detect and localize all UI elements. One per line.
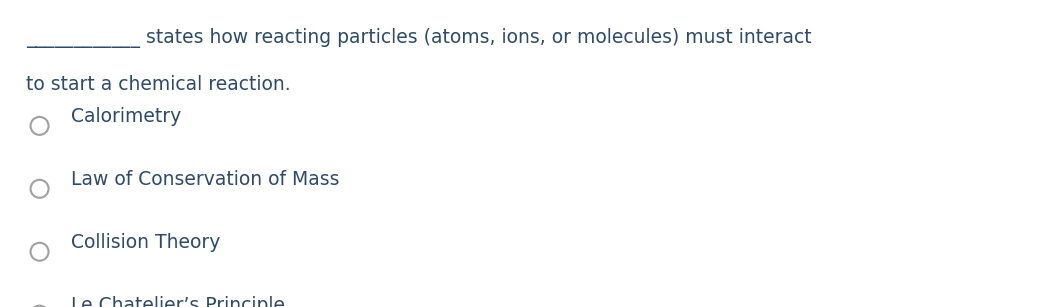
Text: Le Chatelier’s Principle: Le Chatelier’s Principle bbox=[71, 296, 285, 307]
Text: Collision Theory: Collision Theory bbox=[71, 233, 220, 252]
Text: ____________ states how reacting particles (atoms, ions, or molecules) must inte: ____________ states how reacting particl… bbox=[26, 28, 812, 48]
Text: to start a chemical reaction.: to start a chemical reaction. bbox=[26, 75, 290, 94]
Text: Law of Conservation of Mass: Law of Conservation of Mass bbox=[71, 170, 339, 189]
Text: Calorimetry: Calorimetry bbox=[71, 107, 181, 126]
